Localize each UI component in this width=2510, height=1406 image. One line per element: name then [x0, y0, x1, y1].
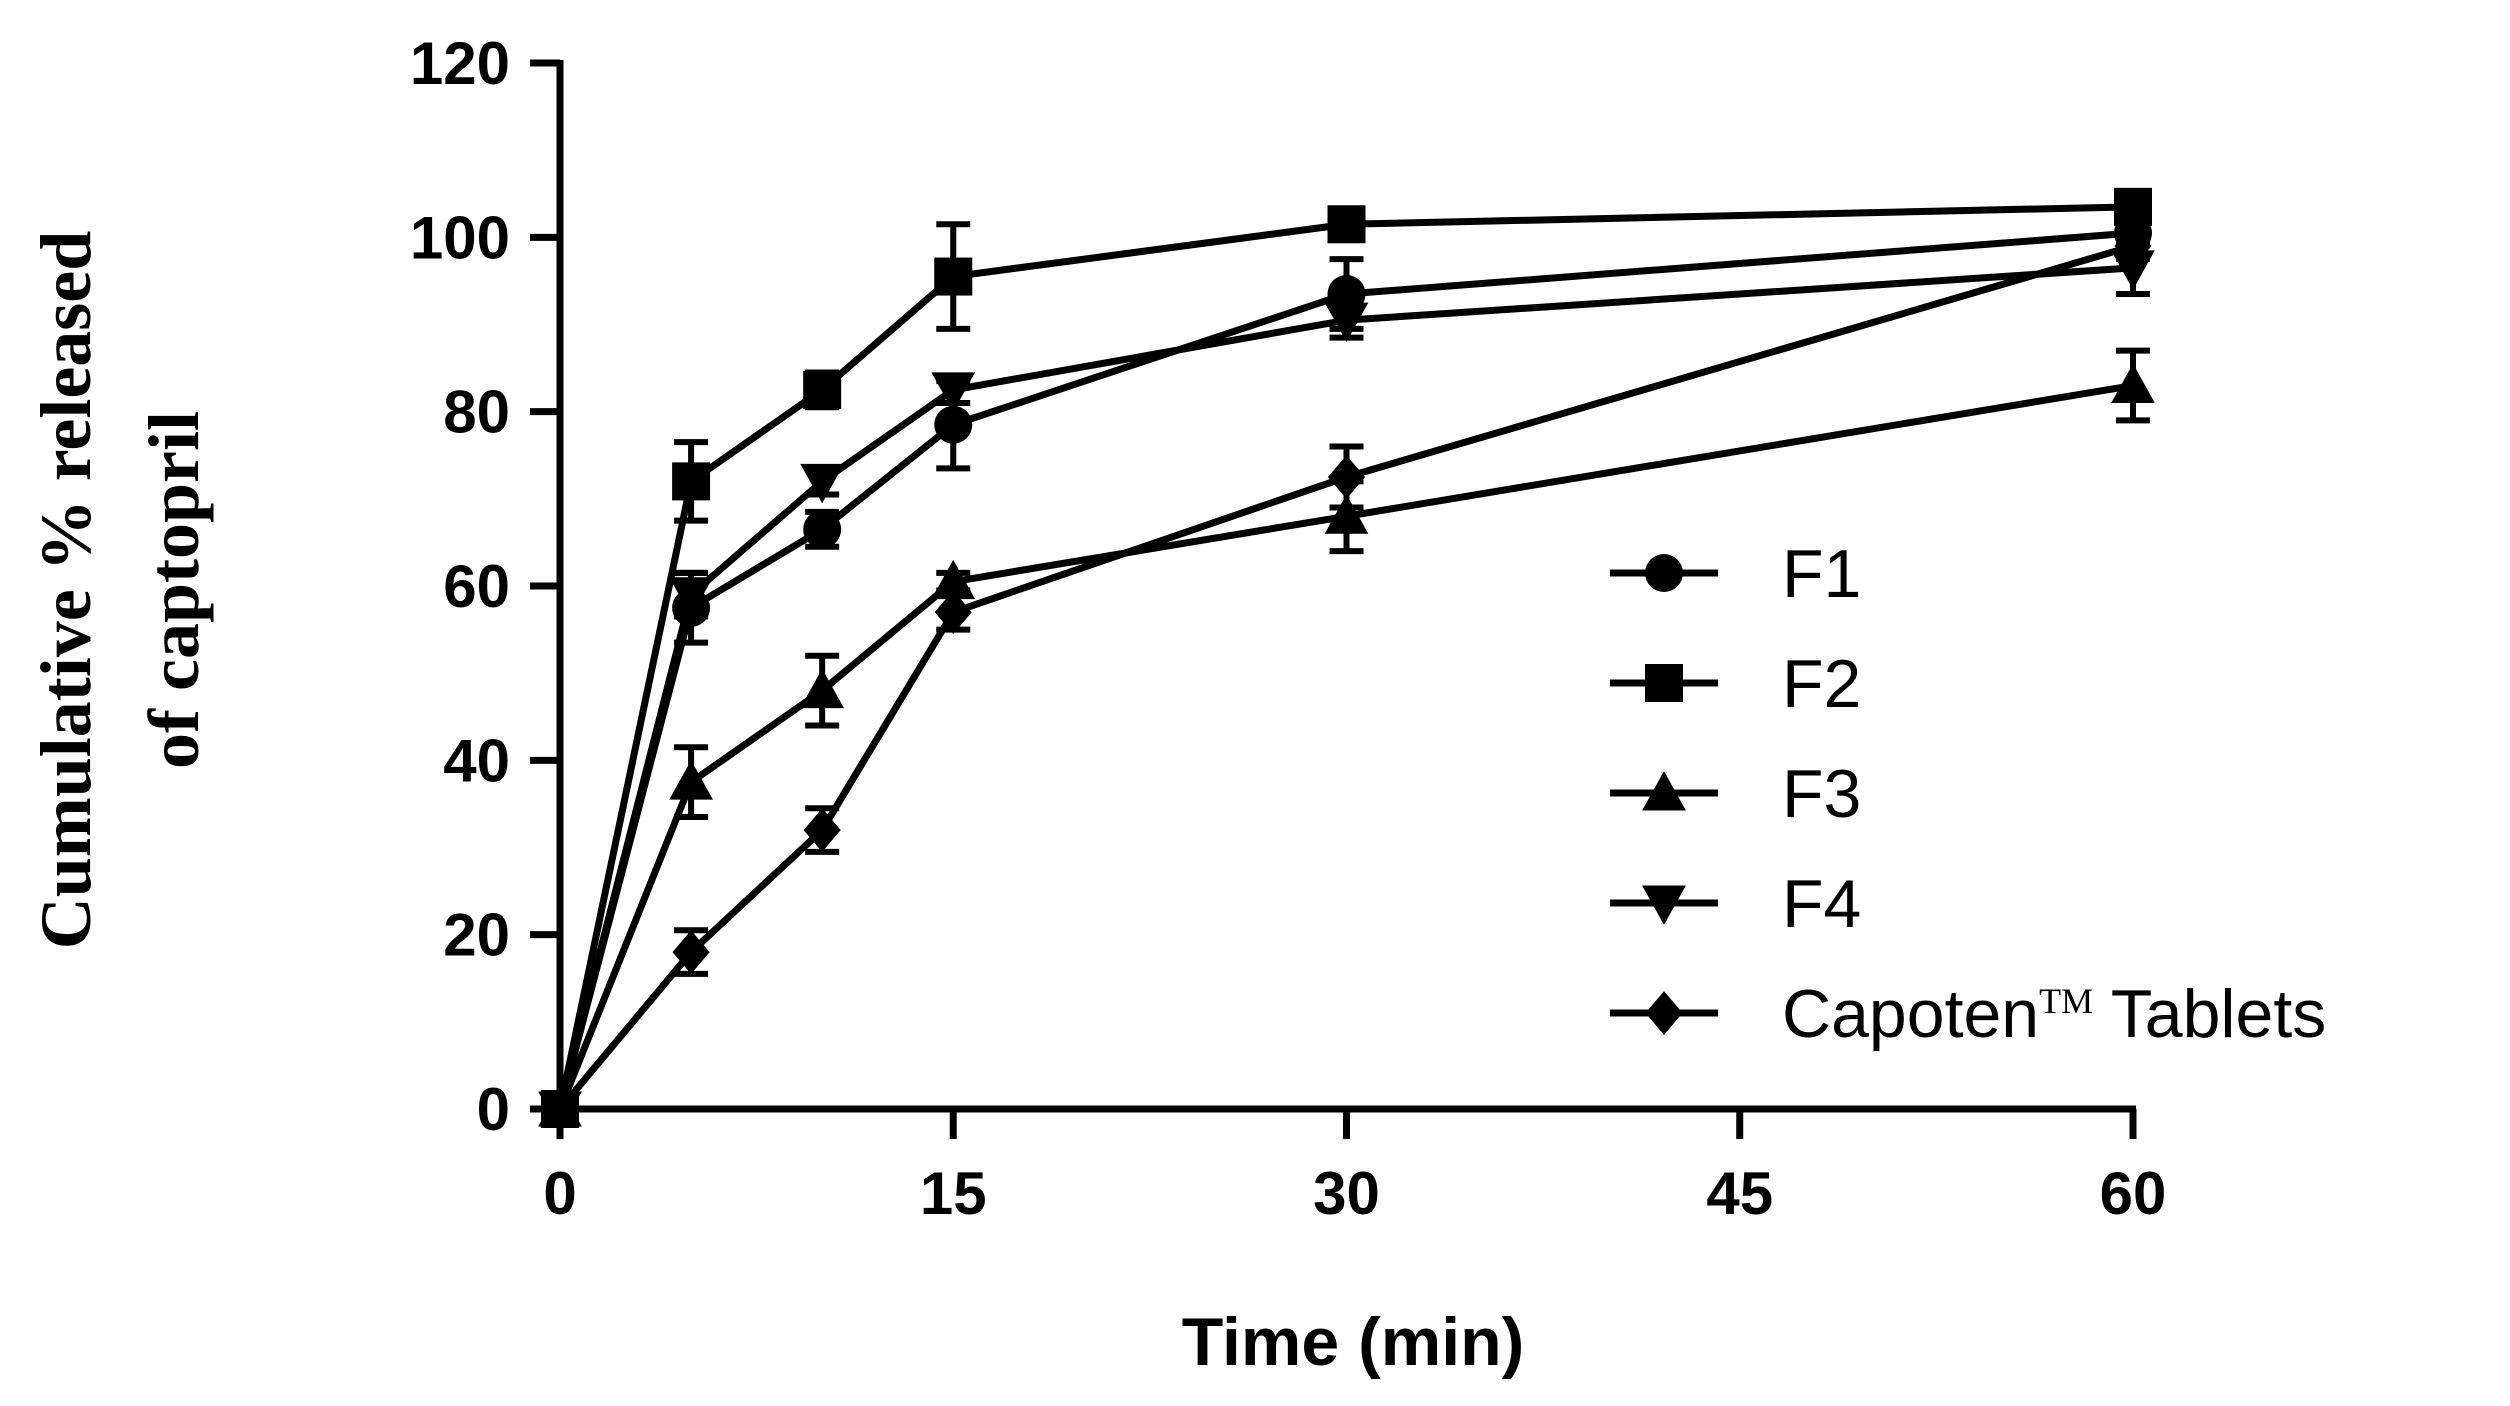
legend-marker	[1645, 664, 1683, 702]
x-tick-label: 0	[543, 1160, 576, 1227]
data-point	[931, 372, 976, 412]
y-tick-label: 100	[410, 204, 510, 271]
data-point	[934, 405, 973, 444]
data-point	[669, 577, 713, 617]
series-line	[556, 264, 2134, 1110]
series-line	[556, 203, 2134, 1110]
data-point	[672, 930, 710, 974]
data-point	[931, 559, 976, 600]
y-axis-label-line-1: Cumulative % released	[26, 231, 106, 950]
legend-marker	[1642, 885, 1686, 925]
data-point	[934, 257, 973, 296]
series-line	[557, 242, 2134, 1112]
legend-marker	[1642, 771, 1686, 811]
data-point	[1327, 205, 1366, 244]
y-tick-label: 0	[477, 1076, 510, 1143]
x-axis-label: Time (min)	[1182, 1304, 1525, 1380]
legend-label: F1	[1782, 536, 1861, 612]
data-point	[1327, 455, 1366, 499]
data-point	[541, 1087, 579, 1131]
data-point	[2114, 187, 2152, 226]
legend-label: CapotenTM Tablets	[1782, 976, 2326, 1052]
data-point	[803, 808, 841, 852]
legend-marker	[1645, 991, 1683, 1035]
y-tick-label: 20	[443, 902, 510, 969]
x-tick-label: 45	[1706, 1160, 1773, 1227]
legend-label: F3	[1782, 756, 1861, 832]
data-point	[2111, 363, 2155, 403]
y-axis-label-line-2: of captopril	[134, 411, 214, 769]
data-point	[1324, 302, 1369, 342]
legend-item-5: CapotenTM Tablets	[1610, 976, 2326, 1052]
data-point	[800, 463, 845, 504]
data-point	[803, 510, 842, 549]
series-5	[541, 224, 2152, 1131]
data-point	[1324, 494, 1369, 534]
legend-item-2: F2	[1610, 646, 1861, 722]
legend-marker	[1645, 554, 1683, 592]
x-tick-label: 30	[1313, 1160, 1380, 1227]
data-point	[669, 760, 713, 800]
legend-item-3: F3	[1610, 756, 1861, 832]
legend-item-1: F1	[1610, 536, 1861, 612]
legend-label: F2	[1782, 646, 1861, 722]
series-layer	[538, 187, 2155, 1131]
data-point	[672, 462, 711, 501]
x-tick-label: 60	[2100, 1160, 2167, 1227]
legend: F1 F2 F3 F4 CapotenTM Tablets	[1610, 536, 2326, 1052]
y-tick-label: 40	[443, 727, 510, 794]
legend-item-4: F4	[1610, 866, 1861, 942]
y-tick-label: 80	[443, 379, 510, 446]
data-point	[803, 370, 842, 409]
legend-label: F4	[1782, 866, 1861, 942]
y-tick-label: 120	[410, 30, 510, 97]
series-line	[556, 382, 2134, 1111]
data-point	[2114, 224, 2152, 268]
data-point	[934, 590, 972, 634]
data-point	[800, 668, 845, 709]
y-tick-label: 60	[443, 553, 510, 620]
x-tick-label: 15	[920, 1160, 987, 1227]
